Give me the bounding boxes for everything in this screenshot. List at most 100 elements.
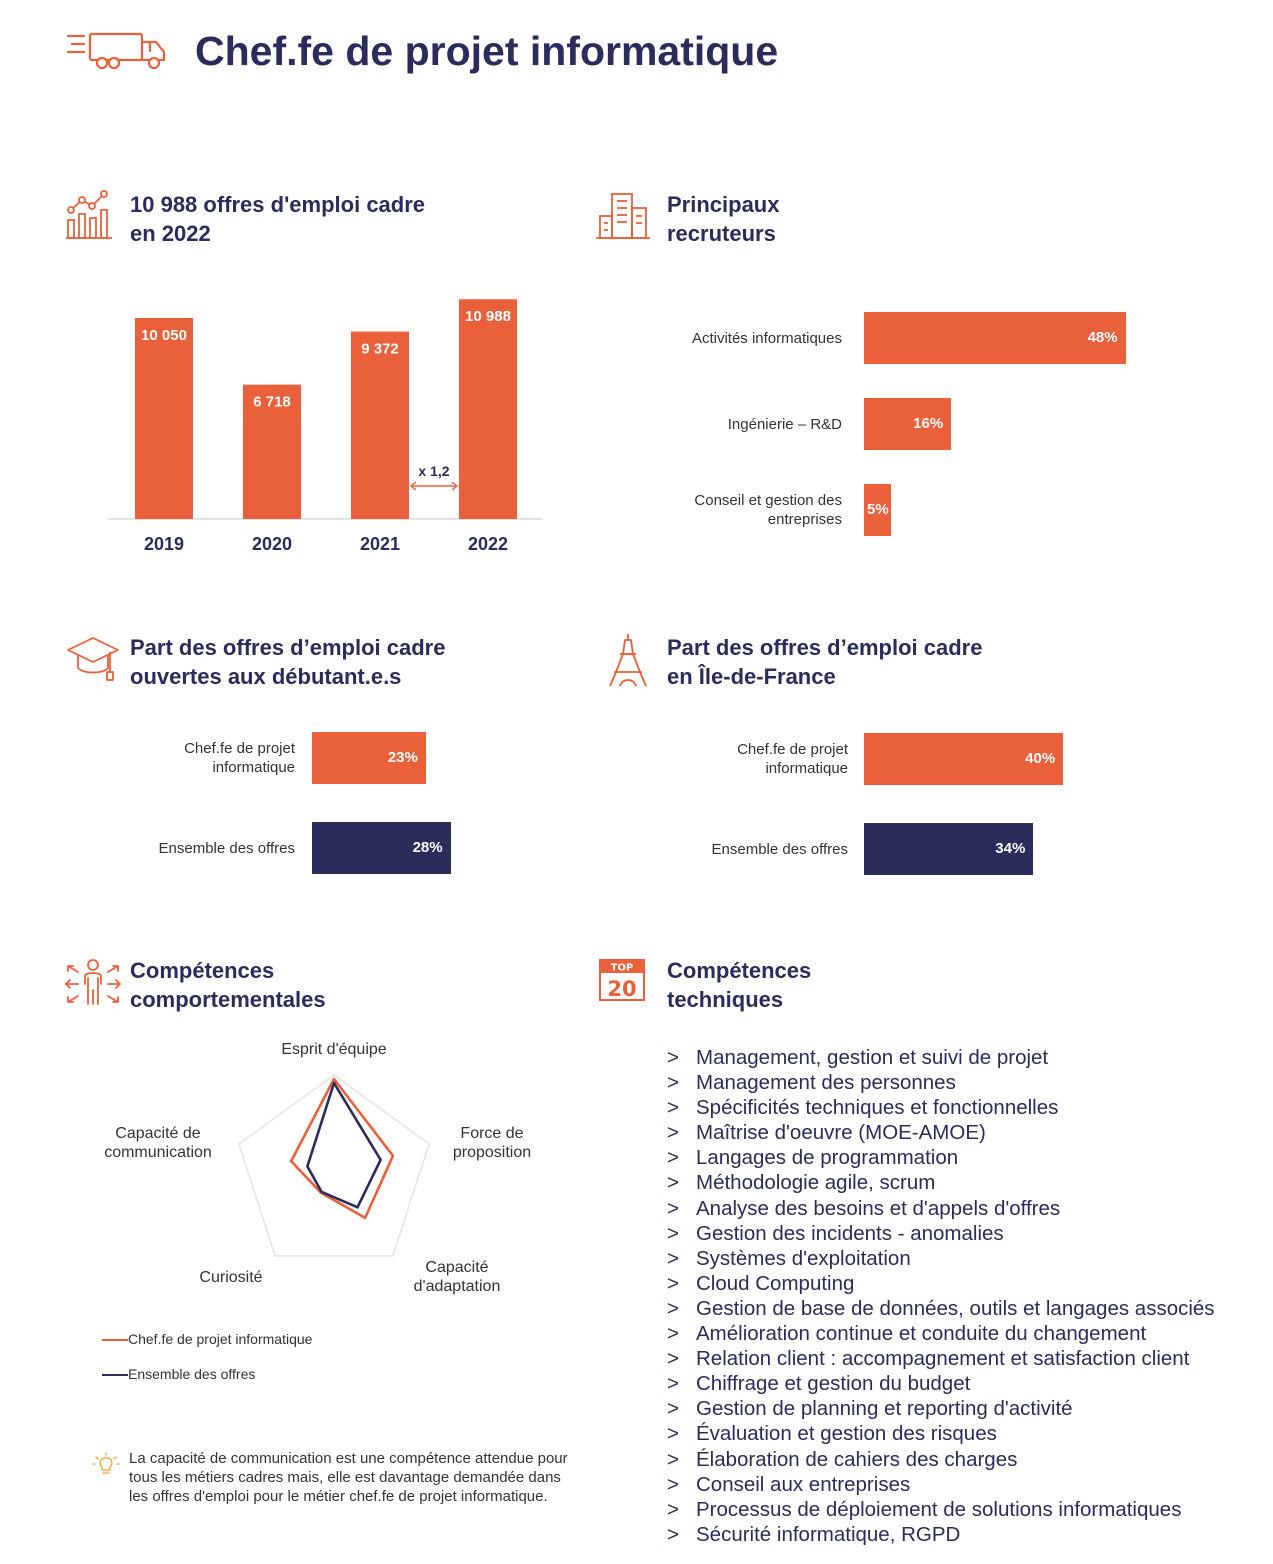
- list-item: > Management, gestion et suivi de projet: [667, 1046, 1049, 1069]
- radar-axis-label: Curiosité: [199, 1269, 263, 1286]
- growth-label: x 1,2: [418, 463, 449, 479]
- chevron-right-icon: >: [667, 1121, 679, 1145]
- offers-bar-chart: 10 050 2019 6 718 2020 9 372 2021 10 988 2022 x …: [108, 299, 542, 554]
- chevron-right-icon: >: [667, 1447, 679, 1471]
- list-item: > Méthodologie agile, scrum: [667, 1171, 936, 1195]
- chevron-right-icon: >: [667, 1296, 679, 1320]
- chevron-right-icon: >: [667, 1246, 679, 1270]
- bar-value-label: 48%: [1087, 329, 1118, 346]
- legend-item-project-manager: Chef.fe de projet informatique: [102, 1331, 312, 1347]
- list-item: > Spécificités techniques et fonctionnell…: [667, 1096, 1059, 1120]
- top20-badge-top: TOP: [611, 963, 634, 974]
- bar-category-label: Ingénierie – R&D: [727, 415, 842, 433]
- bar-2022: [459, 299, 517, 519]
- list-item: > Management des personnes: [667, 1071, 956, 1095]
- bar-1: [864, 733, 1064, 785]
- radar-series-2: [306, 1081, 382, 1209]
- bar-2020: [243, 384, 301, 519]
- chevron-right-icon: >: [667, 1422, 679, 1446]
- soft-skills-title: Compétences comportementales: [130, 958, 326, 1012]
- top20-badge-icon: TOP 20: [599, 959, 645, 1001]
- top20-badge-number: 20: [607, 977, 636, 1001]
- radar-axis-label: Force de proposition: [452, 1125, 532, 1161]
- x-tick-label: 2019: [144, 534, 184, 554]
- list-item: > Amélioration continue et conduite du ch…: [667, 1322, 1147, 1346]
- bar-category-label: Chef.fe de projet informatique: [737, 741, 848, 777]
- x-tick-label: 2022: [468, 534, 508, 554]
- growth-chart-icon: [66, 190, 112, 239]
- bar-1: [312, 732, 426, 784]
- legend-line-orange: [102, 1339, 128, 1342]
- bar-value-label: 28%: [412, 839, 443, 856]
- bar-value-label: 6 718: [253, 394, 291, 411]
- radar-grid: [238, 1074, 430, 1257]
- x-tick-label: 2021: [360, 534, 400, 554]
- idf-title: Part des offres d’emploi cadre en Île-de-…: [667, 635, 983, 689]
- list-item: > Élaboration de cahiers des charges: [667, 1447, 1018, 1471]
- bar-2: [312, 822, 451, 874]
- bar-category-label: Activités informatiques: [691, 329, 842, 347]
- list-item: > Conseil aux entreprises: [667, 1472, 911, 1496]
- bar-2021: [351, 331, 409, 519]
- bar-2: [864, 398, 952, 450]
- bar-value-label: 5%: [867, 501, 889, 518]
- list-item: > Gestion de planning et reporting d'acti…: [667, 1397, 1073, 1421]
- person-arrows-icon: [65, 959, 121, 1005]
- tech-skills-list: > Management, gestion et suivi de projet >…: [667, 1045, 1271, 1547]
- chevron-right-icon: >: [667, 1071, 679, 1095]
- recruiters-title: Principaux recruteurs: [667, 192, 780, 246]
- list-item: > Évaluation et gestion des risques: [667, 1422, 997, 1446]
- growth-arrow: [409, 481, 459, 491]
- bar-1: [864, 312, 1126, 364]
- debutants-title: Part des offres d’emploi cadre ouvertes a…: [130, 635, 446, 689]
- bar-category-label: Chef.fe de projet informatique: [184, 740, 295, 776]
- list-item: > Gestion de base de données, outils et l…: [667, 1296, 1215, 1320]
- chevron-right-icon: >: [667, 1196, 679, 1220]
- graduation-cap-icon: [67, 637, 119, 681]
- chevron-right-icon: >: [667, 1497, 679, 1521]
- list-item: > Langages de programmation: [667, 1146, 959, 1170]
- chevron-right-icon: >: [667, 1347, 679, 1371]
- chevron-right-icon: >: [667, 1171, 679, 1195]
- bar-value-label: 23%: [387, 749, 418, 766]
- offers-title: 10 988 offres d'emploi cadre en 2022: [130, 192, 426, 246]
- bar-category-label: Ensemble des offres: [711, 840, 848, 858]
- list-item: > Analyse des besoins et d'appels d'offre…: [667, 1196, 1061, 1220]
- building-icon: [596, 193, 650, 239]
- chevron-right-icon: >: [667, 1322, 679, 1346]
- list-item: > Gestion des incidents - anomalies: [667, 1221, 1004, 1245]
- bar-value-label: 34%: [995, 840, 1026, 857]
- page-title: Chef.fe de projet informatique: [195, 28, 779, 74]
- chevron-right-icon: >: [667, 1472, 679, 1496]
- list-item: > Relation client : accompagnement et sat…: [667, 1347, 1190, 1371]
- list-item: > Chiffrage et gestion du budget: [667, 1372, 971, 1396]
- list-item: > Maîtrise d'oeuvre (MOE-AMOE): [667, 1121, 986, 1145]
- list-item: > Systèmes d'exploitation: [667, 1246, 911, 1270]
- list-item: > Cloud Computing: [667, 1271, 855, 1295]
- radar-axis-label: Capacité d'adaptation: [413, 1259, 501, 1295]
- bar-2: [864, 823, 1034, 875]
- legend-item-all-offers: Ensemble des offres: [102, 1366, 255, 1382]
- chevron-right-icon: >: [667, 1221, 679, 1245]
- chevron-right-icon: >: [667, 1046, 679, 1069]
- chevron-right-icon: >: [667, 1146, 679, 1170]
- chevron-right-icon: >: [667, 1397, 679, 1421]
- soft-skills-radar-chart: [238, 1074, 430, 1257]
- bar-category-label: Conseil et gestion des entreprises: [694, 492, 842, 528]
- tech-skills-title: Compétences techniques: [667, 958, 812, 1012]
- bar-value-label: 10 050: [141, 327, 187, 344]
- bar-2019: [135, 318, 193, 519]
- eiffel-tower-icon: [609, 634, 647, 687]
- truck-icon: [66, 32, 166, 70]
- list-item: > Sécurité informatique, RGPD: [667, 1522, 961, 1546]
- bar-value-label: 16%: [913, 415, 944, 432]
- radar-axis-label: Capacité de communication: [104, 1125, 212, 1161]
- chevron-right-icon: >: [667, 1096, 679, 1120]
- lightbulb-icon: [92, 1452, 120, 1474]
- list-item: > Processus de déploiement de solutions i…: [667, 1497, 1182, 1521]
- bar-value-label: 10 988: [465, 308, 511, 325]
- x-tick-label: 2020: [252, 534, 292, 554]
- radar-axis-label: Esprit d'équipe: [281, 1041, 387, 1058]
- soft-skills-note: La capacité de communication est une com…: [129, 1450, 568, 1505]
- bar-value-label: 9 372: [361, 341, 399, 358]
